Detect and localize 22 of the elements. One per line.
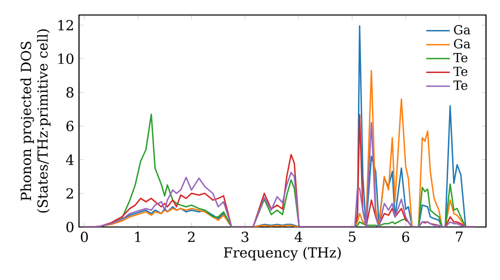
y-tick-label: 4: [66, 154, 74, 165]
legend-label: Ga: [454, 39, 470, 48]
x-tick-label: 1: [135, 232, 140, 242]
y-tick-label: 2: [66, 188, 73, 198]
legend-label: Te: [453, 53, 468, 62]
legend-label: Te: [453, 66, 468, 76]
y-tick-label: 8: [66, 87, 74, 98]
x-tick-label: 7: [456, 232, 463, 242]
x-tick-label: 3: [242, 232, 248, 242]
x-tick-label: 4: [294, 232, 302, 242]
x-tick-label: 0: [80, 232, 88, 242]
y-axis-title: Phonon projected DOS (States/THz·primitive cell): [20, 29, 50, 213]
y-tick-label: 10: [58, 53, 74, 64]
x-tick-label: 5: [348, 232, 356, 242]
y-tick-label: 0: [66, 222, 74, 232]
x-tick-label: 2: [188, 232, 195, 242]
legend-label: Te: [453, 80, 468, 90]
x-axis-title: Frequency (THz): [224, 247, 341, 261]
y-tick-label: 6: [66, 120, 74, 132]
y-tick-label: 12: [58, 20, 73, 30]
x-tick-label: 6: [402, 232, 410, 242]
legend-label: Ga: [454, 25, 470, 34]
